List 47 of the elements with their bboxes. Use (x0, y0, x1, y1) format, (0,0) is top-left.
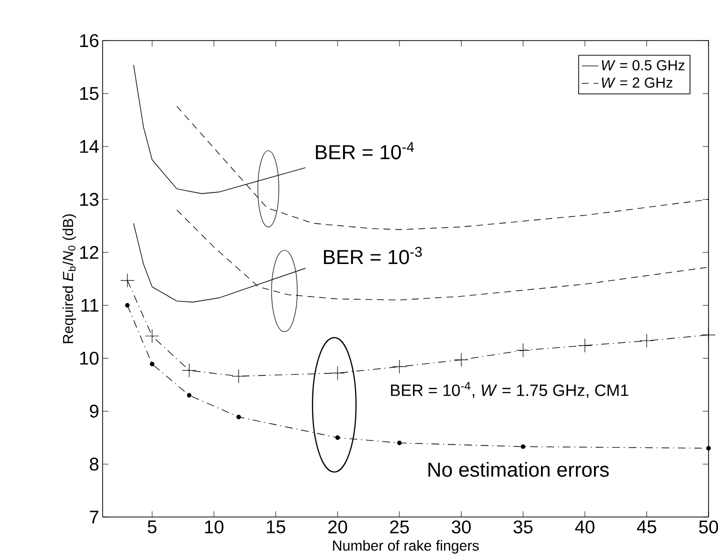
point (702, 328, 716, 342)
point (186, 393, 192, 398)
y-tick-label: 16 (80, 34, 98, 48)
point (182, 363, 196, 378)
y-tick-label: 9 (90, 404, 98, 418)
point (454, 352, 468, 367)
x-tick-label: 30 (452, 520, 471, 534)
y-tick-label: 8 (90, 458, 98, 471)
point (397, 440, 402, 446)
x-tick-label: 5 (148, 520, 156, 534)
x-tick-label: 25 (390, 520, 409, 534)
y-tick-label: 14 (80, 140, 99, 153)
annotation: BER = 10$^{-4}$, W = 1.75 GHz, CM1 (391, 382, 628, 398)
x-tick-label: 45 (636, 520, 656, 534)
point (120, 273, 134, 288)
point (640, 334, 654, 348)
point (150, 362, 154, 366)
annotation: BER = 10$^{-3}$ (324, 246, 422, 264)
x-axis-title: Number of rake fingers (333, 540, 479, 554)
x-tick-label: 10 (205, 520, 224, 534)
point (520, 444, 526, 449)
point (236, 414, 241, 420)
y-tick-label: 7 (90, 510, 98, 524)
point (335, 435, 340, 440)
annotation: No estimation errors (428, 462, 609, 477)
point (232, 369, 246, 384)
y-axis-title: Required E$_{b}$/N$_{0}$ (dB) (62, 214, 76, 344)
point (516, 343, 530, 358)
x-tick-label: 50 (699, 520, 718, 534)
point (145, 329, 160, 344)
y-tick-label: 15 (80, 87, 98, 100)
x-tick-label: 15 (266, 520, 286, 534)
y-tick-label: 11 (82, 299, 98, 312)
y-tick-label: 12 (80, 246, 98, 259)
y-tick-label: 13 (80, 193, 98, 206)
point (392, 360, 406, 374)
x-tick-label: 20 (328, 520, 348, 534)
legend-label: W = 2 GHz (602, 78, 672, 88)
point (330, 366, 345, 380)
x-tick-label: 40 (575, 520, 594, 534)
point (125, 303, 130, 308)
legend-label: W = 0.5 GHz (602, 60, 684, 70)
annotation: BER = 10$^{-4}$ (316, 142, 414, 160)
x-tick-label: 35 (514, 520, 533, 534)
point (706, 446, 711, 451)
y-tick-label: 10 (80, 352, 99, 365)
point (578, 338, 592, 353)
